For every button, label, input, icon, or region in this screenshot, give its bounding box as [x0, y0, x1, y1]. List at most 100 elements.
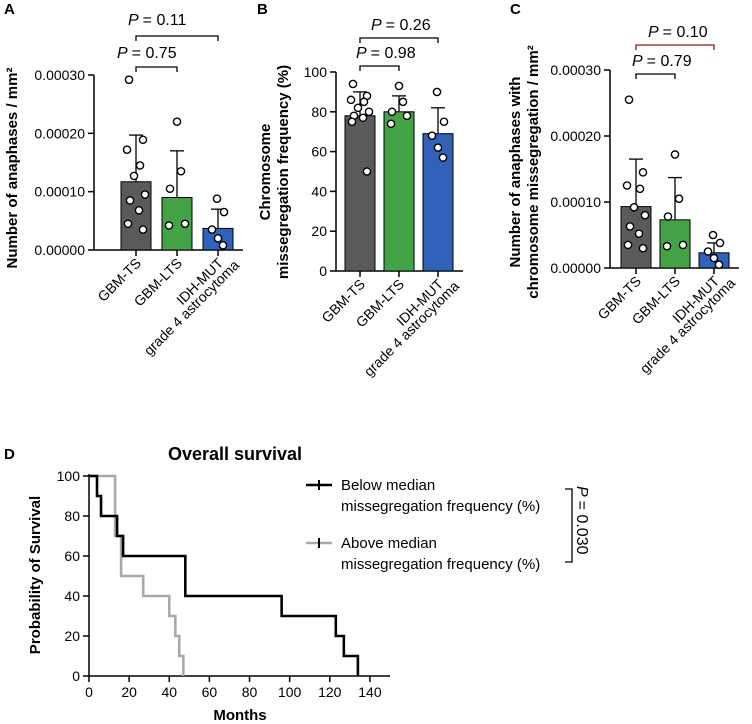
pb-point-0-8: [347, 117, 357, 127]
pa-comparison-label-0: P = 0.75: [117, 45, 177, 62]
pb-y-tick-label-0: 0: [319, 263, 327, 279]
pa-point-0-0: [124, 75, 134, 84]
legend-label-above-line1: Above median: [341, 535, 437, 552]
pb-point-0-9: [362, 167, 372, 176]
pd-y-tick-label-3: 60: [64, 548, 80, 564]
y-axis-label-d: Probability of Survival: [27, 496, 44, 654]
pb-point-1-2: [387, 107, 397, 117]
pc-y-tick-label-1: 0.00010: [550, 194, 601, 210]
pb-comparison-bracket-1: [359, 37, 439, 43]
pc-comparison-bracket-0: [635, 73, 676, 79]
pd-x-tick-label-0: 0: [85, 684, 93, 700]
pb-point-1-3: [402, 111, 412, 121]
pa-point-0-7: [134, 206, 144, 215]
pc-point-2-4: [714, 260, 724, 270]
pd-survival-curve-above: [89, 474, 185, 676]
pb-y-tick-label-4: 80: [311, 104, 327, 120]
pa-point-0-5: [140, 190, 150, 199]
panel-letter-a: A: [4, 1, 15, 18]
panel-c: Number of anaphases with chromosome miss…: [507, 24, 739, 376]
pc-category-label-3: grade 4 astrocytoma: [637, 275, 739, 377]
survival-pvalue-p: P: [573, 486, 590, 497]
pd-x-tick-label-3: 60: [202, 684, 218, 700]
panel-letter-c: C: [510, 1, 521, 18]
pb-bar-2: [422, 133, 454, 272]
x-axis-label-d: Months: [213, 707, 266, 724]
survival-title: Overall survival: [168, 444, 302, 464]
pa-point-2-2: [207, 225, 217, 234]
pa-point-1-3: [180, 219, 190, 229]
pd-x-tick-label-2: 40: [161, 684, 177, 700]
pc-point-1-2: [663, 212, 673, 221]
panel-a: Number of anaphases / mm² 0.00000 0.00010…: [4, 12, 243, 358]
pa-point-1-1: [176, 166, 186, 176]
pa-point-2-0: [212, 194, 222, 203]
pd-x-tick-label-1: 20: [121, 684, 137, 700]
pa-point-0-6: [125, 196, 135, 205]
y-axis-label-c-line2: chromosome missegregation / mm²: [525, 45, 542, 298]
pb-point-0-4: [353, 103, 363, 113]
pd-survival-curve-below: [89, 474, 360, 676]
pc-point-2-1: [715, 238, 725, 248]
pd-x-tick-label-6: 120: [318, 684, 342, 700]
pb-point-0-3: [359, 97, 369, 107]
pc-point-1-0: [670, 150, 680, 159]
pc-point-1-3: [678, 240, 688, 250]
pb-point-1-4: [386, 119, 396, 129]
pa-point-1-2: [165, 184, 175, 194]
pa-point-1-4: [164, 221, 174, 230]
pa-point-1-0: [172, 117, 182, 126]
y-axis-label-b-line2: missegregation frequency (%): [275, 65, 292, 279]
pa-point-0-9: [138, 225, 148, 234]
pb-point-1-0: [394, 81, 404, 91]
pc-point-2-0: [708, 230, 718, 240]
pa-point-0-3: [135, 161, 145, 170]
pa-comparison-label-1: P = 0.11: [128, 12, 187, 29]
pc-y-tick-label-2: 0.00020: [550, 128, 601, 144]
pb-comparison-bracket-0: [359, 65, 400, 71]
pc-point-1-4: [662, 241, 672, 251]
pa-y-tick-label-3: 0.00030: [34, 67, 85, 83]
pd-x-tick-label-4: 80: [242, 684, 258, 700]
pc-point-2-2: [703, 247, 713, 256]
pb-point-2-0: [432, 87, 442, 97]
pb-point-0-5: [364, 107, 374, 117]
pd-y-tick-label-4: 80: [64, 508, 80, 524]
pb-y-tick-label-2: 40: [311, 183, 327, 199]
pa-point-2-3: [213, 234, 223, 243]
pc-point-0-7: [634, 229, 644, 238]
pb-point-2-1: [439, 117, 449, 127]
pa-y-tick-label-0: 0.00000: [34, 242, 85, 258]
pc-comparison-label-0: P = 0.79: [632, 53, 692, 70]
pc-point-0-1: [638, 167, 648, 177]
pc-y-tick-label-3: 0.00030: [550, 62, 601, 78]
survival-pvalue-bracket: [565, 488, 573, 563]
pb-comparison-label-0: P = 0.98: [356, 45, 416, 62]
pa-point-2-1: [219, 207, 229, 217]
pa-point-2-4: [218, 241, 228, 250]
pa-comparison-bracket-0: [135, 66, 178, 72]
pb-point-2-2: [427, 131, 437, 140]
pb-y-tick-label-3: 60: [311, 144, 327, 160]
legend-label-above-line2: missegregation frequency (%): [341, 556, 540, 573]
panel-c-marks: 0.000000.000100.000200.00030GBM-TSGBM-LT…: [550, 24, 739, 376]
pb-comparison-label-1: P = 0.26: [371, 17, 431, 34]
pc-point-0-3: [635, 184, 645, 194]
pa-point-0-4: [129, 171, 139, 181]
pa-point-0-8: [123, 219, 133, 229]
pb-point-0-2: [346, 95, 356, 105]
pc-comparison-label-1: P = 0.10: [648, 24, 708, 41]
panel-d-marks: 0 20 40 60 80 100 0 20 40 60 80 100 120 140: [57, 468, 390, 700]
pb-bar-1: [383, 111, 415, 272]
svg-text:P= 0.030: P = 0.030: [573, 486, 590, 555]
panel-a-marks: 0.000000.000100.000200.00030GBM-TSGBM-LT…: [34, 12, 243, 358]
pb-y-tick-label-1: 20: [311, 223, 327, 239]
pd-y-tick-label-2: 40: [64, 588, 80, 604]
pc-point-2-3: [709, 253, 719, 263]
pa-point-0-1: [138, 135, 148, 145]
pd-y-tick-label-0: 0: [72, 668, 80, 684]
survival-pvalue-value: = 0.030: [573, 501, 590, 555]
pd-x-tick-label-7: 140: [358, 684, 382, 700]
pb-point-0-0: [348, 79, 358, 89]
pc-point-0-4: [629, 202, 639, 212]
